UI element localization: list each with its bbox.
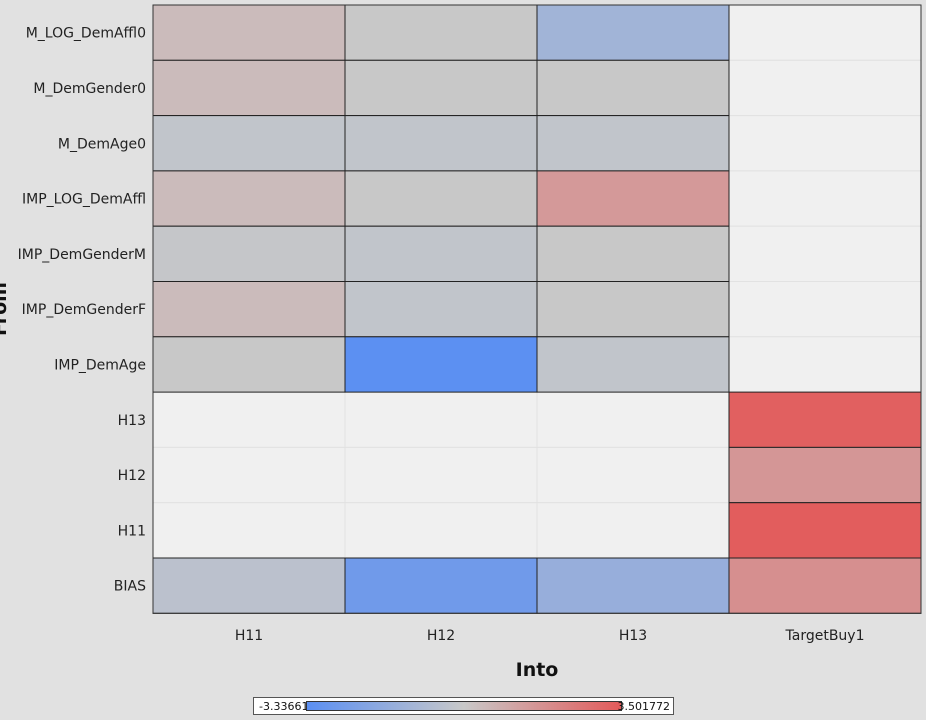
heatmap-cell bbox=[152, 391, 346, 448]
heatmap-cell bbox=[344, 170, 538, 227]
heatmap-cell bbox=[344, 281, 538, 338]
heatmap-cell bbox=[536, 170, 730, 227]
heatmap-cell bbox=[152, 59, 346, 117]
heatmap-cell bbox=[536, 59, 730, 117]
heatmap-cell bbox=[344, 502, 538, 559]
heatmap-cell bbox=[344, 4, 538, 61]
heatmap-cell bbox=[344, 225, 538, 282]
heatmap-cell bbox=[344, 59, 538, 117]
y-tick-label: H13 bbox=[118, 413, 146, 429]
heatmap-cell bbox=[152, 502, 346, 559]
legend-min-label: -3.33661 bbox=[259, 700, 309, 713]
heatmap-cell bbox=[344, 336, 538, 393]
heatmap-cell bbox=[152, 336, 346, 393]
heatmap-cell bbox=[344, 557, 538, 614]
y-tick-label: M_LOG_DemAffl0 bbox=[26, 26, 146, 42]
y-axis-title: From bbox=[0, 282, 11, 336]
y-tick-label: H11 bbox=[118, 523, 146, 539]
heatmap-cell bbox=[728, 502, 922, 559]
x-tick-label: H13 bbox=[619, 628, 647, 644]
heatmap-cell bbox=[536, 391, 730, 448]
y-tick-label: IMP_DemGenderM bbox=[18, 247, 146, 263]
heatmap-cell bbox=[152, 446, 346, 504]
heatmap-cell bbox=[728, 115, 922, 172]
heatmap-cell bbox=[536, 281, 730, 338]
legend-max-label: 3.501772 bbox=[617, 700, 671, 713]
x-tick-label: TargetBuy1 bbox=[785, 628, 865, 644]
heatmap-cell bbox=[344, 391, 538, 448]
heatmap-cell bbox=[536, 502, 730, 559]
y-tick-label: H12 bbox=[118, 468, 146, 484]
y-tick-label: IMP_DemAge bbox=[54, 357, 146, 373]
heatmap-cell bbox=[728, 170, 922, 227]
heatmap-cell bbox=[536, 446, 730, 504]
heatmap-cell bbox=[536, 225, 730, 282]
legend-gradient bbox=[306, 701, 622, 711]
y-tick-label: IMP_LOG_DemAffl bbox=[22, 192, 146, 208]
heatmap-cell bbox=[536, 115, 730, 172]
heatmap-cell bbox=[728, 336, 922, 393]
x-axis-title: Into bbox=[516, 659, 559, 681]
heatmap-cell bbox=[728, 225, 922, 282]
heatmap-cell bbox=[152, 4, 346, 61]
heatmap-cell bbox=[152, 225, 346, 282]
y-tick-label: M_DemGender0 bbox=[33, 81, 146, 97]
heatmap-cell bbox=[536, 557, 730, 614]
heatmap-cell bbox=[152, 170, 346, 227]
heatmap-cell bbox=[152, 281, 346, 338]
heatmap-cell bbox=[152, 115, 346, 172]
heatmap-cell bbox=[536, 336, 730, 393]
heatmap-cell bbox=[728, 557, 922, 614]
heatmap-cell bbox=[728, 4, 922, 61]
heatmap-cell bbox=[728, 59, 922, 117]
heatmap-cell bbox=[152, 557, 346, 614]
color-legend: -3.33661 3.501772 bbox=[253, 697, 674, 715]
y-tick-label: IMP_DemGenderF bbox=[22, 302, 146, 318]
x-tick-label: H12 bbox=[427, 628, 455, 644]
y-tick-label: M_DemAge0 bbox=[58, 136, 146, 152]
heatmap-cell bbox=[344, 446, 538, 504]
heatmap-cell bbox=[728, 391, 922, 448]
y-tick-label: BIAS bbox=[114, 579, 146, 595]
heatmap-cell bbox=[344, 115, 538, 172]
heatmap-cell bbox=[728, 446, 922, 504]
x-tick-label: H11 bbox=[235, 628, 263, 644]
heatmap-cell bbox=[536, 4, 730, 61]
heatmap-cell bbox=[728, 281, 922, 338]
plot-outline bbox=[152, 4, 922, 614]
